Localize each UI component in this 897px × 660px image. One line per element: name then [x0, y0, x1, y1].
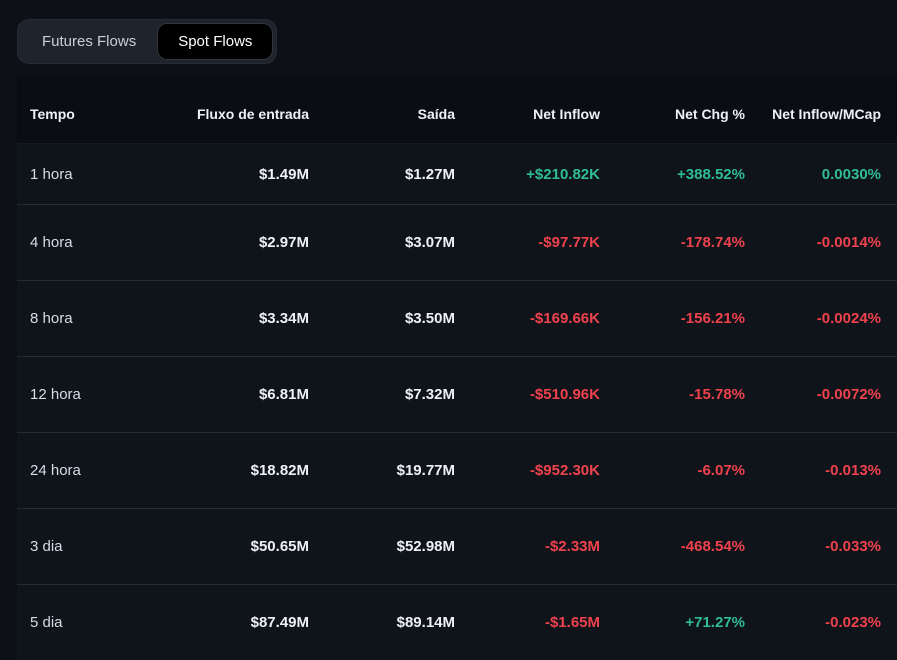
time-cell: 3 dia	[30, 538, 63, 555]
net-inflow-mcap-cell: -0.0072%	[816, 386, 881, 403]
column-header-tempo: Tempo	[30, 106, 75, 122]
net-inflow-mcap-cell: -0.013%	[825, 462, 881, 479]
time-cell: 12 hora	[30, 386, 81, 403]
inflow-cell: $87.49M	[250, 614, 309, 631]
outflow-cell: $7.32M	[404, 386, 455, 403]
time-cell: 5 dia	[30, 614, 63, 631]
spot-flows-table: Tempo Fluxo de entrada Saída Net Inflow …	[17, 75, 897, 660]
net-chg-cell: +71.27%	[685, 614, 745, 631]
inflow-cell: $18.82M	[250, 462, 309, 479]
column-header-net-chg: Net Chg %	[675, 106, 745, 122]
table-row: 8 hora $3.34M $3.50M -$169.66K -156.21% …	[17, 280, 897, 356]
net-inflow-mcap-cell: -0.0024%	[816, 310, 881, 327]
table-row: 12 hora $6.81M $7.32M -$510.96K -15.78% …	[17, 356, 897, 432]
tab-spot-flows[interactable]: Spot Flows	[158, 24, 273, 59]
table-row: 4 hora $2.97M $3.07M -$97.77K -178.74% -…	[17, 204, 897, 280]
column-header-outflow: Saída	[417, 106, 455, 122]
time-cell: 4 hora	[30, 234, 73, 251]
inflow-cell: $1.49M	[258, 165, 309, 183]
table-row: 1 hora $1.49M $1.27M +$210.82K +388.52% …	[17, 143, 897, 204]
outflow-cell: $89.14M	[396, 614, 455, 631]
net-inflow-cell: +$210.82K	[526, 165, 600, 183]
outflow-cell: $1.27M	[404, 165, 455, 183]
table-row: 3 dia $50.65M $52.98M -$2.33M -468.54% -…	[17, 508, 897, 584]
table-row: 5 dia $87.49M $89.14M -$1.65M +71.27% -0…	[17, 584, 897, 660]
net-inflow-cell: -$952.30K	[529, 462, 600, 479]
net-inflow-mcap-cell: 0.0030%	[821, 165, 881, 183]
tab-futures-flows[interactable]: Futures Flows	[22, 24, 156, 59]
inflow-cell: $50.65M	[250, 538, 309, 555]
net-inflow-cell: -$97.77K	[538, 234, 600, 251]
net-inflow-cell: -$510.96K	[529, 386, 600, 403]
inflow-cell: $3.34M	[258, 310, 309, 327]
time-cell: 1 hora	[30, 165, 73, 183]
net-chg-cell: -6.07%	[697, 462, 745, 479]
time-cell: 8 hora	[30, 310, 73, 327]
net-chg-cell: -468.54%	[680, 538, 745, 555]
net-chg-cell: -178.74%	[680, 234, 745, 251]
time-cell: 24 hora	[30, 462, 81, 479]
table-header-row: Tempo Fluxo de entrada Saída Net Inflow …	[17, 75, 897, 143]
net-inflow-mcap-cell: -0.023%	[825, 614, 881, 631]
inflow-cell: $2.97M	[258, 234, 309, 251]
outflow-cell: $19.77M	[396, 462, 455, 479]
net-chg-cell: -156.21%	[680, 310, 745, 327]
column-header-net-inflow: Net Inflow	[533, 106, 600, 122]
outflow-cell: $52.98M	[396, 538, 455, 555]
table-body: 1 hora $1.49M $1.27M +$210.82K +388.52% …	[17, 143, 897, 660]
net-inflow-mcap-cell: -0.033%	[825, 538, 881, 555]
inflow-cell: $6.81M	[258, 386, 309, 403]
net-inflow-cell: -$2.33M	[544, 538, 600, 555]
outflow-cell: $3.07M	[404, 234, 455, 251]
net-inflow-cell: -$169.66K	[529, 310, 600, 327]
flows-tab-group: Futures Flows Spot Flows	[17, 19, 278, 64]
column-header-inflow: Fluxo de entrada	[196, 106, 309, 122]
column-header-net-inflow-mcap: Net Inflow/MCap	[772, 106, 881, 122]
net-inflow-mcap-cell: -0.0014%	[816, 234, 881, 251]
outflow-cell: $3.50M	[404, 310, 455, 327]
table-row: 24 hora $18.82M $19.77M -$952.30K -6.07%…	[17, 432, 897, 508]
net-chg-cell: +388.52%	[677, 165, 745, 183]
net-inflow-cell: -$1.65M	[544, 614, 600, 631]
net-chg-cell: -15.78%	[689, 386, 745, 403]
